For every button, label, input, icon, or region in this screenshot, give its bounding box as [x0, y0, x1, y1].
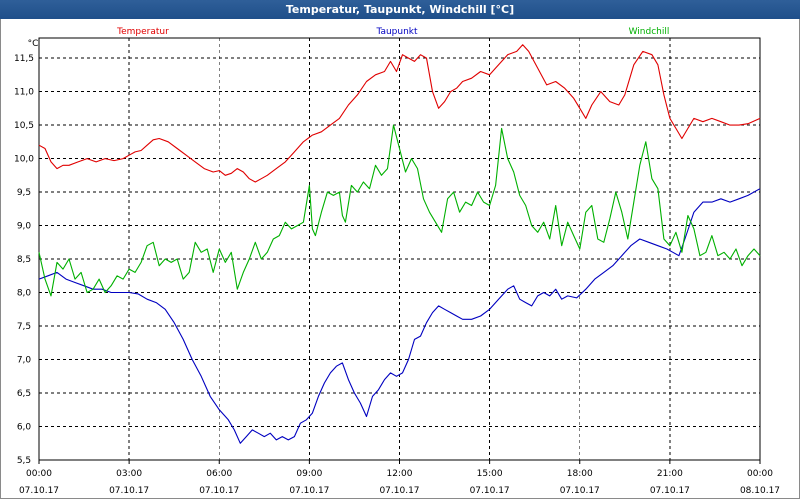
x-tick-date: 07.10.17	[650, 486, 690, 496]
y-tick-label: 11,5	[14, 54, 34, 64]
series-line-windchill	[38, 124, 761, 297]
series-line-taupunkt	[38, 188, 761, 444]
x-tick-time: 21:00	[657, 469, 683, 479]
x-tick-date: 07.10.17	[560, 486, 600, 496]
chart-title: Temperatur, Taupunkt, Windchill [°C]	[0, 0, 800, 19]
legend: Temperatur Taupunkt Windchill	[116, 27, 669, 37]
y-tick-label: 8,0	[17, 289, 32, 299]
y-tick-label: 9,5	[17, 188, 31, 198]
series-lines	[38, 44, 761, 444]
plot-border	[38, 37, 761, 461]
x-tick-date: 07.10.17	[19, 486, 59, 496]
x-tick-date: 07.10.17	[289, 486, 329, 496]
x-tick-date: 07.10.17	[199, 486, 239, 496]
x-tick-time: 18:00	[567, 469, 593, 479]
y-tick-label: 7,0	[17, 356, 32, 366]
y-tick-label: 10,0	[14, 155, 34, 165]
y-tick-label: 8,5	[17, 255, 31, 265]
x-tick-time: 03:00	[116, 469, 142, 479]
x-tick-time: 15:00	[477, 469, 503, 479]
x-tick-time: 00:00	[747, 469, 773, 479]
x-tick-date: 07.10.17	[109, 486, 149, 496]
x-tick-date: 08.10.17	[740, 486, 780, 496]
legend-temperatur: Temperatur	[116, 27, 169, 37]
y-unit-label: °C	[28, 39, 39, 49]
legend-windchill: Windchill	[629, 27, 670, 37]
y-tick-label: 10,5	[14, 121, 34, 131]
x-tick-time: 09:00	[296, 469, 322, 479]
legend-taupunkt: Taupunkt	[375, 27, 418, 37]
y-tick-label: 5,5	[17, 456, 31, 466]
y-tick-label: 11,0	[14, 88, 34, 98]
y-tick-label: 6,0	[17, 423, 32, 433]
x-tick-time: 12:00	[387, 469, 413, 479]
y-tick-label: 9,0	[17, 222, 32, 232]
y-tick-label: 7,5	[17, 322, 31, 332]
x-tick-date: 07.10.17	[379, 486, 419, 496]
axes: 5,5 6,0 6,5 7,0 7,5 8,0 8,5 9,0 9,5 10,0 10,5 11,0 1…	[14, 37, 780, 496]
x-tick-date: 07.10.17	[470, 486, 510, 496]
x-tick-time: 06:00	[206, 469, 232, 479]
series-line-temperatur	[38, 44, 761, 183]
grid	[39, 38, 760, 460]
y-tick-label: 6,5	[17, 389, 31, 399]
x-tick-time: 00:00	[26, 469, 52, 479]
